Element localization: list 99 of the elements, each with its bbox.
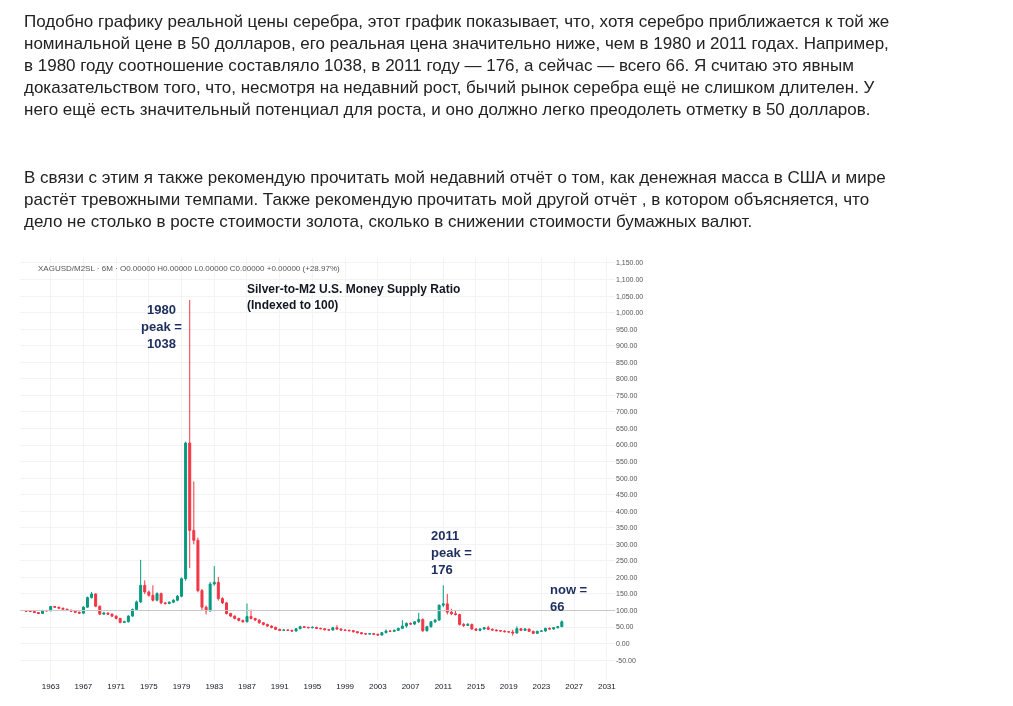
candlestick [429, 620, 433, 629]
x-tick-label: 1991 [270, 682, 290, 691]
candlestick [368, 632, 372, 636]
candlestick [57, 606, 61, 610]
candlestick [486, 625, 490, 631]
candlestick [470, 623, 474, 631]
candlestick [159, 592, 163, 605]
annotation: 1980 peak = 1038 [141, 302, 183, 351]
candlestick [53, 605, 57, 609]
candlestick [539, 629, 543, 633]
candlestick [294, 627, 298, 632]
candlestick [245, 603, 249, 623]
candlestick [535, 630, 539, 635]
candlestick [548, 626, 552, 631]
candlestick [404, 621, 408, 629]
text: XAGUSD/M2SL · 6M · O0.00000 H0.00000 L0.00000 C0.00000 +0.00000 (+28.97%) [38, 264, 341, 273]
candlestick [494, 628, 498, 632]
candlestick [155, 591, 159, 602]
x-tick-label: 1967 [74, 682, 93, 691]
candlestick [372, 632, 376, 636]
x-tick-label: 1983 [205, 682, 224, 691]
candlestick [466, 622, 470, 627]
candlestick [445, 593, 449, 615]
candlestick [32, 610, 36, 614]
candlestick [507, 630, 511, 634]
annotation: now = 66 [550, 582, 588, 614]
candlestick [110, 612, 114, 618]
candlestick [376, 633, 380, 637]
text: В связи с этим я также рекомендую прочитать мой недавний отчёт о том, как денежная масса в США и мире растёт тревожными темпами. Также рекомендую прочитать мой другой отчёт , в котором объясняется, что дело не столько в росте стоимости золота, сколько в снижении стоимости бумажных валют. [24, 168, 886, 232]
x-tick-label: 2003 [368, 682, 388, 691]
x-tick-label: 1975 [139, 682, 159, 691]
x-tick-label: 1979 [172, 682, 191, 691]
candlestick [282, 628, 286, 632]
candlestick [458, 613, 462, 626]
candlestick [417, 612, 421, 623]
candlestick [482, 626, 486, 631]
x-tick-label: 1999 [336, 682, 355, 691]
candlestick [265, 623, 269, 628]
x-tick-label: 1995 [303, 682, 322, 691]
candlestick [171, 598, 175, 604]
candlestick [118, 617, 122, 624]
candlestick [343, 628, 347, 632]
candlestick [331, 626, 335, 631]
candlestick [527, 628, 531, 633]
text: Подобно графику реальной цены серебра, этот график показывает, что, хотя серебро приближается к той же номинальной цене в 50 долларов, его реальная цена значительно ниже, чем в 1980 и 2011 годах. Например, в 1980 году соотношение составляло 1038, в 2011 году — 176, а сейчас — всего 66. Я считаю это явным доказательством того, что, несмотря на недавний рост, бычий рынок серебра ещё не слишком длителен. У него ещё есть значительный потенциал для роста, и оно должно легко преодолеть отметку в 50 долларов. [24, 12, 890, 120]
candlestick [233, 615, 237, 620]
candlestick [151, 584, 155, 603]
candlestick [511, 629, 515, 637]
candlestick [474, 627, 478, 632]
candlestick [388, 629, 392, 633]
x-tick-label: 2007 [401, 682, 420, 691]
candlestick [560, 619, 564, 628]
x-tick-label: 2027 [565, 682, 584, 691]
candlestick [531, 630, 535, 635]
candlestick [380, 631, 384, 636]
candlestick [274, 626, 278, 631]
x-tick-label: 2011 [434, 682, 453, 691]
candlestick [114, 615, 118, 620]
candlestick [36, 611, 40, 615]
candlestick [143, 579, 147, 595]
x-tick-label: 2023 [532, 682, 551, 691]
candlestick [327, 628, 331, 632]
candlestick [384, 628, 388, 634]
candlestick [298, 625, 302, 630]
annotation: 2011 peak = 176 [431, 528, 473, 577]
candlestick [77, 611, 81, 615]
candlestick [225, 601, 229, 615]
candlestick [270, 624, 274, 629]
candlestick [73, 610, 77, 614]
candlestick [257, 619, 261, 625]
x-tick-label: 2031 [597, 682, 617, 691]
candlestick [499, 629, 503, 633]
candlestick [552, 626, 556, 631]
candlestick [400, 619, 404, 629]
candlestick [519, 627, 523, 632]
candlestick [421, 617, 425, 633]
candlestick [503, 629, 507, 633]
candlestick [523, 627, 527, 632]
candlestick [290, 629, 294, 633]
candlestick [188, 299, 192, 569]
x-tick-label: 1963 [41, 682, 61, 691]
text: Silver-to-M2 U.S. Money Supply Ratio (Indexed to 100) [247, 282, 461, 312]
candlestick [237, 617, 241, 622]
x-tick-label: 2019 [499, 682, 519, 691]
x-tick-label: 1971 [107, 682, 126, 691]
candlestick [61, 607, 65, 611]
candlestick [425, 625, 429, 633]
candlestick [543, 627, 547, 632]
x-tick-label: 2015 [467, 682, 486, 691]
candlestick [216, 576, 220, 602]
candlestick [261, 621, 265, 626]
candlestick [335, 624, 339, 631]
candlestick [286, 628, 290, 632]
candlestick [515, 625, 519, 635]
candlestick [249, 609, 253, 620]
x-tick-label: 1987 [238, 682, 257, 691]
candlestick [364, 632, 368, 636]
candlestick [102, 611, 106, 616]
candlestick [302, 625, 306, 629]
